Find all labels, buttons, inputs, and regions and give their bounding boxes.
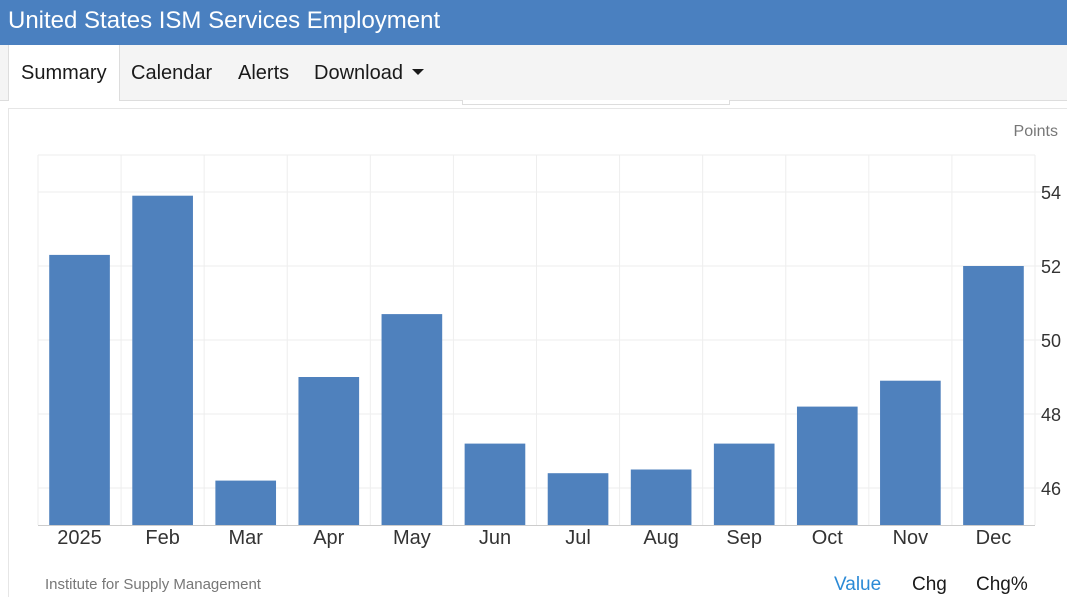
y-tick-label: 48 (1041, 405, 1061, 425)
y-tick-label: 52 (1041, 257, 1061, 277)
x-tick-label: Jul (565, 527, 591, 549)
x-tick-label: Nov (893, 527, 929, 549)
tab-alerts[interactable]: Alerts (238, 62, 290, 84)
sub-tab-strip (462, 100, 730, 105)
bar (298, 377, 360, 525)
x-tick-label: Apr (313, 527, 344, 549)
x-tick-label: Feb (145, 527, 179, 549)
toggle-value[interactable]: Value (834, 574, 882, 595)
bar (963, 266, 1024, 525)
y-tick-label: 54 (1041, 183, 1061, 203)
tab-calendar[interactable]: Calendar (131, 62, 213, 84)
bar (381, 314, 443, 525)
page-title: United States ISM Services Employment (8, 7, 441, 34)
title-bar: United States ISM Services Employment (0, 0, 1067, 45)
content-frame (8, 108, 1067, 597)
x-tick-label: Sep (726, 527, 762, 549)
x-tick-label: Jun (479, 527, 511, 549)
tab-download[interactable]: Download (314, 45, 424, 100)
bar (630, 469, 692, 525)
bar (713, 443, 775, 525)
unit-label: Points (1013, 123, 1058, 140)
toggle-chg-percent[interactable]: Chg% (976, 574, 1028, 595)
bar (880, 380, 941, 525)
bar (132, 195, 193, 525)
x-tick-label: Mar (228, 527, 263, 549)
y-tick-label: 46 (1041, 479, 1061, 499)
bar (547, 473, 609, 525)
tab-download-label: Download (314, 62, 403, 84)
source-label: Institute for Supply Management (45, 576, 261, 593)
x-tick-label: 2025 (57, 527, 102, 549)
nav-bar: Summary Calendar Alerts Download (0, 45, 1067, 101)
bar (796, 406, 858, 525)
bar (464, 443, 526, 525)
y-tick-label: 50 (1041, 331, 1061, 351)
bar (49, 254, 110, 525)
x-tick-label: Aug (643, 527, 679, 549)
x-tick-label: May (393, 527, 431, 549)
caret-down-icon (411, 68, 424, 75)
tab-summary[interactable]: Summary (8, 45, 120, 101)
x-tick-label: Oct (812, 527, 844, 549)
x-tick-label: Dec (976, 527, 1012, 549)
bar (215, 480, 277, 525)
toggle-chg[interactable]: Chg (912, 574, 947, 595)
